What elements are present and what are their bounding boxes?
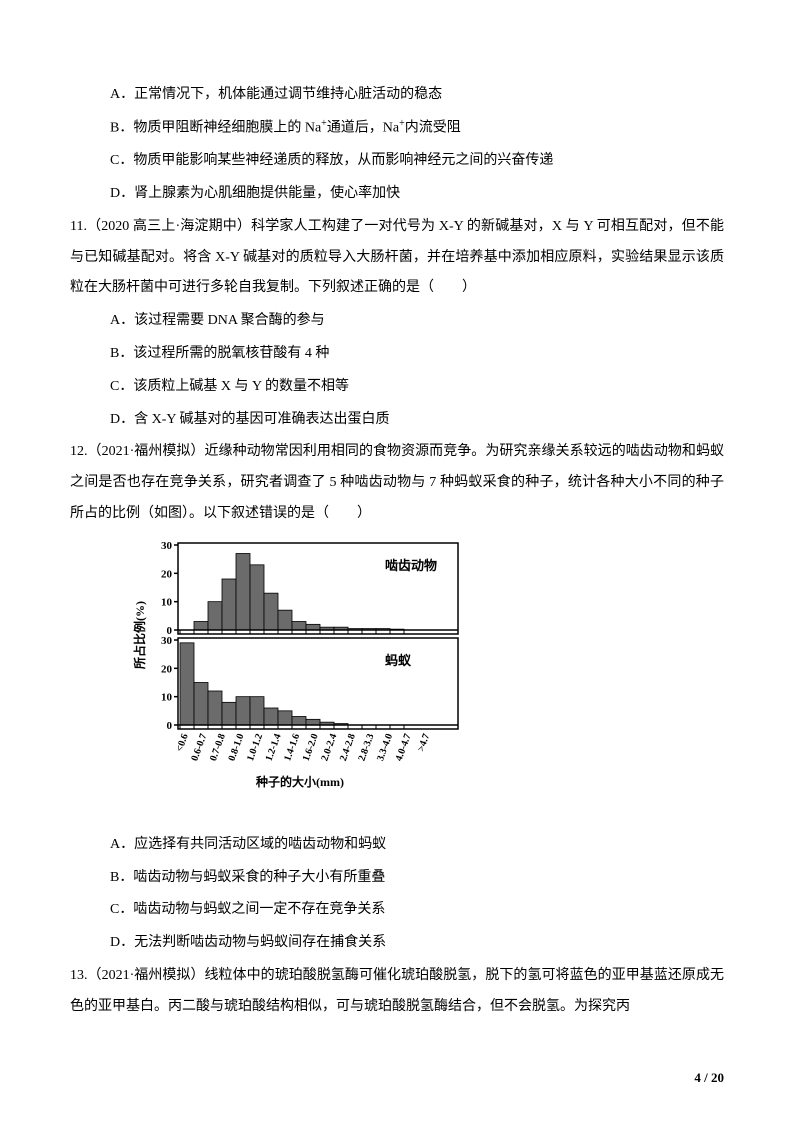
page-total: 20 [711,1070,724,1085]
option-text: B．该过程所需的脱氧核苷酸有 4 种 [110,346,329,361]
q10-option-c: C．物质甲能影响某些神经递质的释放，从而影响神经元之间的兴奋传递 [70,146,724,177]
option-text-mid: 通道后，Na [327,120,399,135]
question-body: 12.（2021·福州模拟）近缘种动物常因利用相同的食物资源而竞争。为研究亲缘关… [70,444,724,521]
option-text: B．啮齿动物与蚂蚁采食的种子大小有所重叠 [110,870,385,885]
option-text: D．无法判断啮齿动物与蚂蚁间存在捕食关系 [110,935,386,950]
q12-option-b: B．啮齿动物与蚂蚁采食的种子大小有所重叠 [70,863,724,894]
svg-text:蚂蚁: 蚂蚁 [385,653,412,668]
svg-text:种子的大小(mm): 种子的大小(mm) [255,774,344,789]
q11-option-c: C．该质粒上碱基 X 与 Y 的数量不相等 [70,372,724,403]
q12-option-c: C．啮齿动物与蚂蚁之间一定不存在竞争关系 [70,895,724,926]
q10-option-b: B．物质甲阻断神经细胞膜上的 Na+通道后，Na+内流受阻 [70,113,724,144]
svg-text:20: 20 [161,663,173,675]
option-text: C．啮齿动物与蚂蚁之间一定不存在竞争关系 [110,902,385,917]
svg-text:2.8-3.3: 2.8-3.3 [357,732,377,762]
svg-text:0: 0 [167,720,173,732]
q12-option-d: D．无法判断啮齿动物与蚂蚁间存在捕食关系 [70,928,724,959]
option-text: D．肾上腺素为心肌细胞提供能量，使心率加快 [110,186,400,201]
option-text: A．应选择有共同活动区域的啮齿动物和蚂蚁 [110,837,386,852]
q11-text: 11.（2020 高三上·海淀期中）科学家人工构建了一对代号为 X-Y 的新碱基… [70,212,724,304]
svg-text:<0.6: <0.6 [174,732,191,753]
option-text: A．正常情况下，机体能通过调节维持心脏活动的稳态 [110,87,442,102]
svg-text:2.0-2.4: 2.0-2.4 [319,732,339,762]
q11-option-d: D．含 X-Y 碱基对的基因可准确表达出蛋白质 [70,405,724,436]
q12-text: 12.（2021·福州模拟）近缘种动物常因利用相同的食物资源而竞争。为研究亲缘关… [70,437,724,529]
svg-text:>4.7: >4.7 [416,732,433,753]
svg-text:10: 10 [161,691,173,703]
page-footer: 4 / 20 [694,1064,724,1093]
svg-text:1.0-1.2: 1.0-1.2 [245,732,265,762]
option-text: C．物质甲能影响某些神经递质的释放，从而影响神经元之间的兴奋传递 [110,153,553,168]
option-text-pre: B．物质甲阻断神经细胞膜上的 Na [110,120,321,135]
svg-text:30: 30 [161,635,173,647]
page-sep: / [701,1070,711,1085]
svg-text:所占比例(%): 所占比例(%) [132,601,147,669]
svg-text:1.4-1.6: 1.4-1.6 [282,732,302,762]
q13-text: 13.（2021·福州模拟）线粒体中的琥珀酸脱氢酶可催化琥珀酸脱氢，脱下的氢可将… [70,961,724,1023]
option-text: D．含 X-Y 碱基对的基因可准确表达出蛋白质 [110,412,389,427]
q11-option-a: A．该过程需要 DNA 聚合酶的参与 [70,306,724,337]
q10-option-d: D．肾上腺素为心肌细胞提供能量，使心率加快 [70,179,724,210]
chart-svg: 所占比例(%)0102030啮齿动物0102030蚂蚁<0.60.6-0.70.… [130,540,470,820]
svg-text:啮齿动物: 啮齿动物 [385,558,437,573]
question-body: 11.（2020 高三上·海淀期中）科学家人工构建了一对代号为 X-Y 的新碱基… [70,219,724,296]
svg-text:0.7-0.8: 0.7-0.8 [208,732,228,762]
svg-text:4.0-4.7: 4.0-4.7 [394,732,414,762]
svg-text:2.4-2.8: 2.4-2.8 [338,732,358,762]
svg-text:1.6-2.0: 1.6-2.0 [301,732,321,762]
q11-option-b: B．该过程所需的脱氧核苷酸有 4 种 [70,339,724,370]
svg-text:30: 30 [161,540,173,552]
svg-text:20: 20 [161,568,173,580]
option-text-post: 内流受阻 [405,120,461,135]
question-body: 13.（2021·福州模拟）线粒体中的琥珀酸脱氢酶可催化琥珀酸脱氢，脱下的氢可将… [70,968,724,1014]
svg-text:0.6-0.7: 0.6-0.7 [189,732,209,762]
svg-text:1.2-1.4: 1.2-1.4 [264,732,284,762]
svg-text:3.3-4.0: 3.3-4.0 [375,732,395,762]
option-text: C．该质粒上碱基 X 与 Y 的数量不相等 [110,379,349,394]
q12-option-a: A．应选择有共同活动区域的啮齿动物和蚂蚁 [70,830,724,861]
svg-text:0.8-1.0: 0.8-1.0 [227,732,247,762]
svg-text:10: 10 [161,596,173,608]
option-text: A．该过程需要 DNA 聚合酶的参与 [110,313,325,328]
seed-size-chart: 所占比例(%)0102030啮齿动物0102030蚂蚁<0.60.6-0.70.… [130,540,450,820]
q10-option-a: A．正常情况下，机体能通过调节维持心脏活动的稳态 [70,80,724,111]
